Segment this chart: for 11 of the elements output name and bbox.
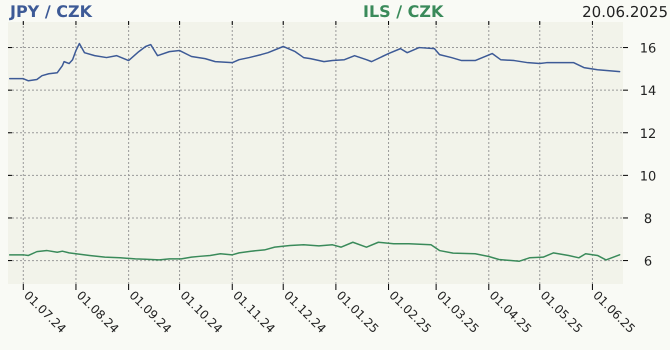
y-tick-label: 8 xyxy=(644,212,652,227)
y-tick-label: 14 xyxy=(640,84,656,100)
text: ILS / CZK xyxy=(363,2,444,21)
line-series xyxy=(8,42,620,82)
y-tick-label: 6 xyxy=(644,254,652,270)
y-tick-label: 12 xyxy=(640,126,656,142)
line-series xyxy=(8,242,620,262)
text: 20.06.2025 xyxy=(582,3,668,21)
y-tick-label: 10 xyxy=(640,169,656,184)
y-tick-label: 16 xyxy=(640,42,656,57)
series-label: JPY / CZK xyxy=(9,2,93,21)
